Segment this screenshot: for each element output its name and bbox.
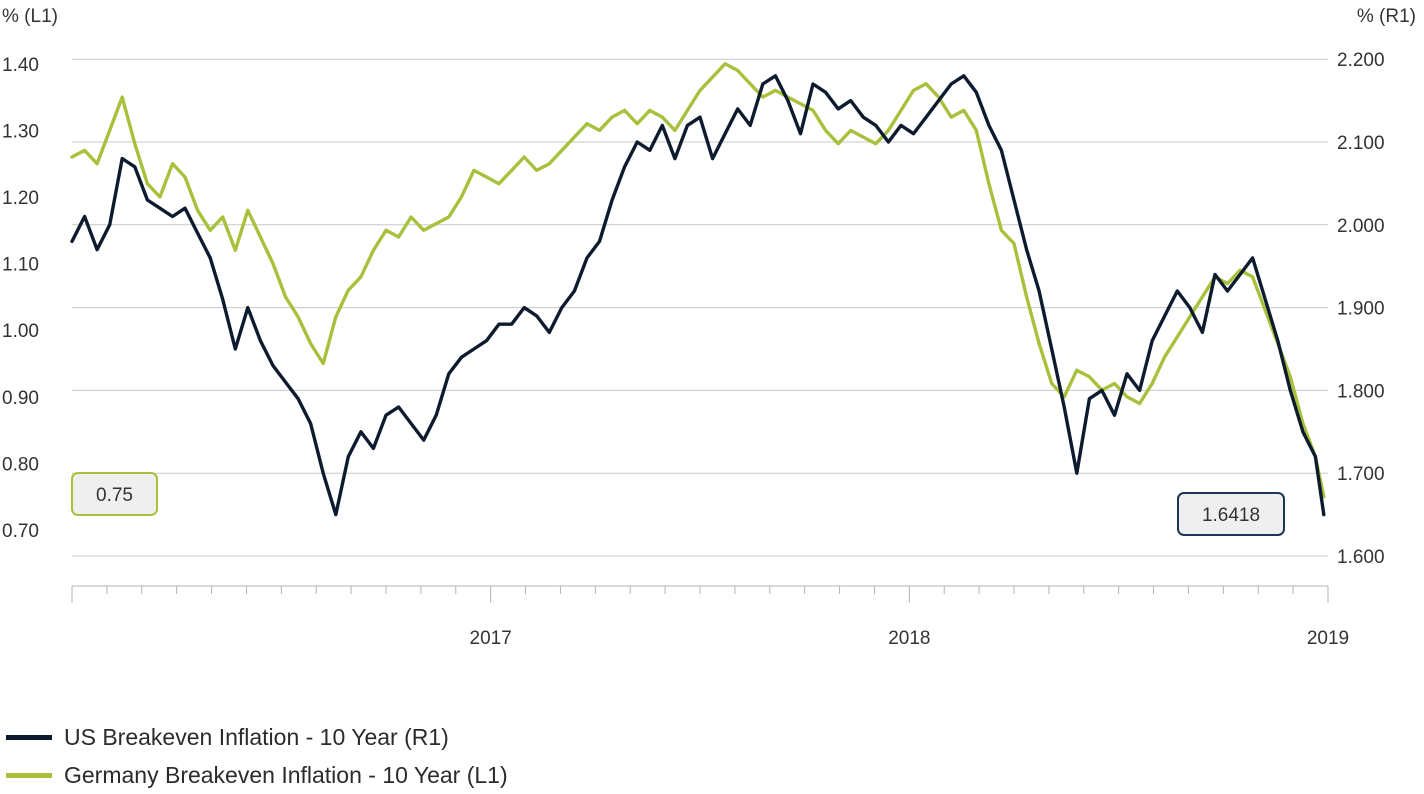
legend: US Breakeven Inflation - 10 Year (R1) Ge…: [6, 718, 508, 794]
callout-germany-last-box: [71, 472, 158, 516]
left-axis-ticks: 0.70 0.80 0.90 1.00 1.10 1.20 1.30 1.40: [2, 55, 39, 542]
horizontal-grid: [72, 58, 1328, 557]
legend-swatch-germany: [6, 772, 52, 778]
left-tick-label: 1.20: [2, 188, 39, 209]
right-axis-ticks: 1.600 1.700 1.800 1.900 2.000 2.100 2.200: [1337, 50, 1385, 568]
right-tick-label: 2.000: [1337, 216, 1385, 237]
legend-label-us: US Breakeven Inflation - 10 Year (R1): [64, 723, 449, 750]
left-tick-label: 1.10: [2, 255, 39, 276]
x-axis: 2017 2018 2019: [71, 585, 1349, 649]
right-tick-label: 1.800: [1337, 381, 1385, 402]
left-tick-label: 0.80: [2, 454, 39, 475]
legend-item-us: US Breakeven Inflation - 10 Year (R1): [6, 718, 508, 756]
x-tick-label: 2019: [1307, 628, 1349, 649]
right-axis-unit-label: % (R1): [1357, 6, 1416, 27]
right-tick-label: 1.600: [1337, 547, 1385, 568]
left-tick-label: 1.40: [2, 55, 39, 76]
right-tick-label: 1.900: [1337, 299, 1385, 320]
callout-germany-last-text: 0.75: [96, 485, 133, 506]
right-tick-label: 2.200: [1337, 50, 1385, 71]
series-line-us: [70, 74, 1326, 517]
left-tick-label: 1.00: [2, 321, 39, 342]
callout-us-last-text: 1.6418: [1202, 505, 1260, 526]
legend-item-germany: Germany Breakeven Inflation - 10 Year (L…: [6, 756, 508, 794]
x-tick-label: 2017: [470, 628, 512, 649]
right-tick-label: 1.700: [1337, 464, 1385, 485]
callout-us-last-box: [1177, 492, 1285, 536]
breakeven-inflation-chart: 0.700.800.901.001.101.201.301.40 1.6001.…: [2, 6, 1416, 649]
right-tick-label: 2.100: [1337, 133, 1385, 154]
left-tick-label: 0.90: [2, 388, 39, 409]
value-callouts: 0.75 1.6418: [71, 472, 1285, 536]
left-axis-unit-label: % (L1): [2, 6, 58, 27]
left-tick-label: 1.30: [2, 121, 39, 142]
x-tick-label: 2018: [888, 628, 930, 649]
legend-label-germany: Germany Breakeven Inflation - 10 Year (L…: [64, 761, 508, 788]
left-tick-label: 0.70: [2, 521, 39, 542]
legend-swatch-us: [6, 734, 52, 740]
series-line-germany: [70, 62, 1326, 499]
series-lines: [70, 62, 1326, 517]
